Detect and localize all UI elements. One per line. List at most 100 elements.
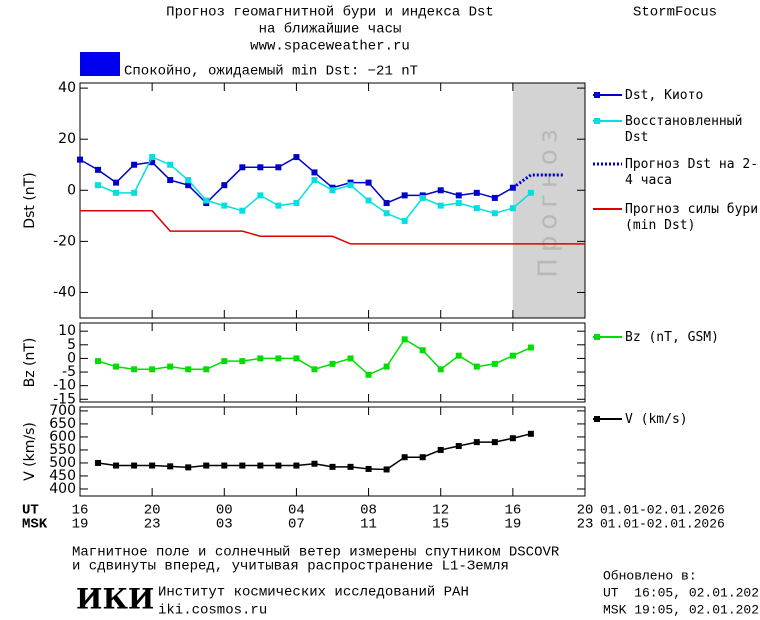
marker <box>257 164 264 171</box>
marker <box>419 347 426 354</box>
marker <box>491 194 498 201</box>
marker <box>149 159 156 166</box>
marker <box>473 189 480 196</box>
marker <box>293 154 300 161</box>
x2-tick-label: 19 <box>504 517 521 533</box>
plot-frame <box>79 82 586 319</box>
series-line <box>97 156 532 222</box>
site: www.spaceweather.ru <box>250 39 410 55</box>
marker <box>131 189 138 196</box>
y-tick-label: -40 <box>53 284 76 300</box>
y-tick-label: 700 <box>49 403 76 419</box>
series-line <box>79 156 514 205</box>
marker <box>365 179 372 186</box>
marker <box>473 439 480 446</box>
x-tick-label: 08 <box>360 503 377 519</box>
url: iki.cosmos.ru <box>158 603 267 619</box>
marker <box>437 366 444 373</box>
marker <box>401 217 408 224</box>
title: Прогноз геомагнитной бури и индекса Dst <box>166 4 494 21</box>
forecast-region <box>512 83 585 318</box>
marker <box>437 187 444 194</box>
marker <box>473 205 480 212</box>
marker <box>149 154 156 161</box>
marker <box>221 462 228 469</box>
legend-label: Восстановленный Dst <box>625 114 743 145</box>
marker <box>365 197 372 204</box>
marker <box>239 462 246 469</box>
marker <box>491 360 498 367</box>
marker <box>527 430 534 437</box>
marker <box>293 200 300 207</box>
x-tick-label: 16 <box>504 503 521 519</box>
marker <box>455 192 462 199</box>
forecast-label: Прогноз <box>533 123 563 277</box>
y-axis-label: V (km/s) <box>22 422 38 481</box>
x-tick-label: 00 <box>216 503 233 519</box>
marker <box>239 207 246 214</box>
marker <box>347 355 354 362</box>
marker <box>185 177 192 184</box>
marker <box>365 371 372 378</box>
marker <box>509 205 516 212</box>
marker <box>527 344 534 351</box>
marker <box>455 200 462 207</box>
institute: Институт космических исследований РАН <box>158 584 469 601</box>
y-tick-label: 500 <box>49 455 76 471</box>
marker <box>95 166 102 173</box>
x-caption: 01.01-02.01.2026 <box>600 502 725 517</box>
marker <box>221 202 228 209</box>
marker <box>383 363 390 370</box>
marker <box>221 358 228 365</box>
y-tick-label: 650 <box>49 416 76 432</box>
status-text: Спокойно, ожидаемый min Dst: −21 nT <box>124 63 418 80</box>
x2-tick-label: 19 <box>72 517 89 533</box>
marker <box>329 360 336 367</box>
x2-tick-label: 23 <box>577 517 594 533</box>
marker <box>95 358 102 365</box>
marker <box>221 182 228 189</box>
marker <box>455 352 462 359</box>
marker <box>311 177 318 184</box>
marker <box>347 463 354 470</box>
y-tick-label: 550 <box>49 442 76 458</box>
marker <box>491 439 498 446</box>
y-tick-label: 10 <box>58 323 76 339</box>
legend-label: Dst, Киото <box>625 88 704 103</box>
marker <box>347 182 354 189</box>
updated: Обновлено в: <box>603 568 697 583</box>
marker <box>401 336 408 343</box>
marker <box>257 192 264 199</box>
marker <box>419 454 426 461</box>
plot-frame <box>79 322 586 403</box>
marker <box>167 363 174 370</box>
marker <box>455 443 462 450</box>
updated-ut: UT 16:05, 02.01.2026 <box>603 585 760 600</box>
marker <box>131 161 138 168</box>
marker <box>491 210 498 217</box>
marker <box>113 179 120 186</box>
marker <box>167 177 174 184</box>
marker <box>509 435 516 442</box>
marker <box>275 164 282 171</box>
subtitle: на ближайшие часы <box>259 21 402 38</box>
marker <box>383 210 390 217</box>
y-tick-label: 5 <box>67 337 76 353</box>
y-tick-label: 600 <box>49 429 76 445</box>
y-tick-label: 40 <box>58 80 76 96</box>
marker <box>275 355 282 362</box>
marker <box>275 462 282 469</box>
marker <box>437 202 444 209</box>
x2-caption: 01.01-02.01.2026 <box>600 516 725 531</box>
legend-marker <box>594 118 600 124</box>
marker <box>383 200 390 207</box>
marker <box>77 156 83 163</box>
marker <box>203 366 210 373</box>
note: Магнитное поле и солнечный ветер измерен… <box>72 544 560 561</box>
x-tick-label: 12 <box>432 503 449 519</box>
x-tick-label: 20 <box>144 503 161 519</box>
legend-marker <box>594 92 600 98</box>
marker <box>113 462 120 469</box>
marker <box>275 202 282 209</box>
